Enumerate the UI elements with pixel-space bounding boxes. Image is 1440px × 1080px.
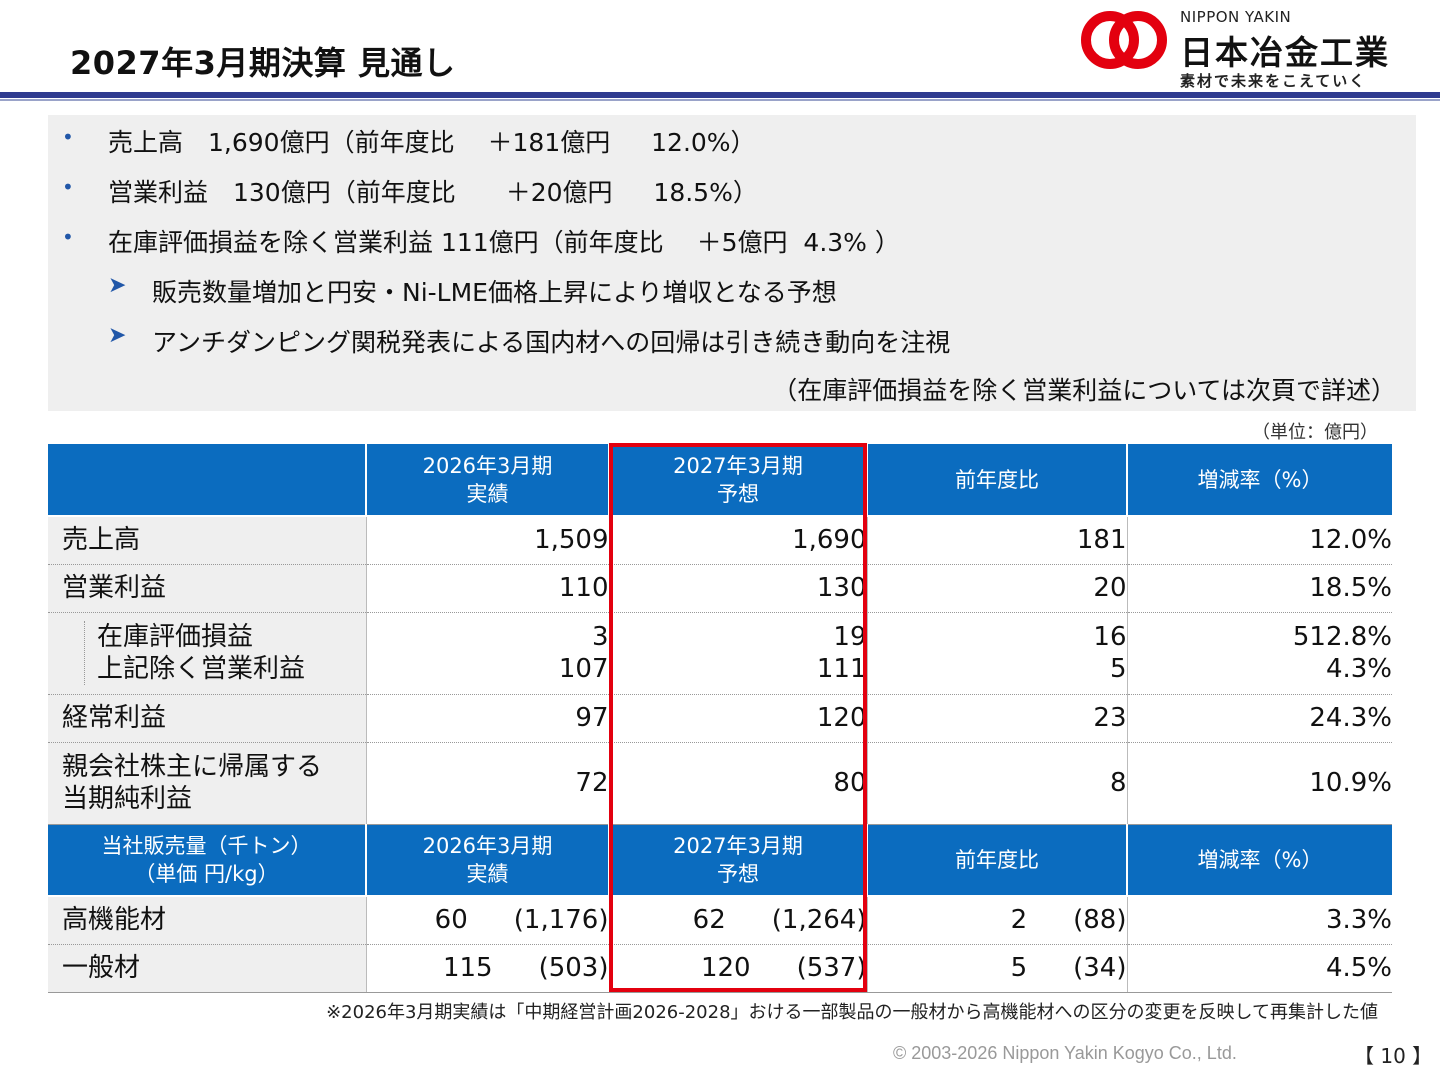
table-header-row: 当社販売量（千トン） （単価 円/kg） 2026年3月期 実績 2027年3月… [48, 824, 1392, 897]
row-label: 在庫評価損益 上記除く営業利益 [48, 612, 367, 695]
summary-bullet: • 売上高 1,690億円（前年度比 ＋181億円 12.0%） [62, 125, 756, 157]
row-label: 売上高 [48, 516, 367, 565]
table-cell: 4.5% [1127, 944, 1392, 993]
page-title: 2027年3月期決算 見通し [70, 44, 456, 82]
table-cell: 8 [867, 742, 1128, 825]
table-cell: 19 111 [609, 612, 868, 695]
table-row: 親会社株主に帰属する 当期純利益 72 80 8 10.9% [48, 742, 1392, 825]
table-cell: 130 [609, 564, 868, 613]
row-label: 一般材 [48, 944, 367, 993]
summary-note: （在庫評価損益を除く営業利益については次頁で詳述） [772, 376, 1396, 405]
header-cell: 2027年3月期 予想 [609, 824, 868, 897]
table-row: 営業利益 110 130 20 18.5% [48, 564, 1392, 613]
logo-mark-icon [1081, 11, 1167, 69]
summary-bullet: • 営業利益 130億円（前年度比 ＋20億円 18.5%） [62, 175, 758, 207]
summary-subpoint: ➤ 販売数量増加と円安・Ni-LME価格上昇により増収となる予想 [108, 273, 837, 307]
copyright: © 2003-2026 Nippon Yakin Kogyo Co., Ltd. [893, 1043, 1237, 1063]
table-cell: 110 [366, 564, 610, 613]
table-cell: 16 5 [867, 612, 1128, 695]
table-cell: 80 [609, 742, 868, 825]
table-cell: 3.3% [1127, 896, 1392, 945]
table-cell: 5 (34) [867, 944, 1128, 993]
table-cell: 72 [366, 742, 610, 825]
table-cell: 512.8% 4.3% [1127, 612, 1392, 695]
table-row: 高機能材 60 (1,176) 62 (1,264) 2 (88) 3.3% [48, 896, 1392, 945]
header-cell: 前年度比 [867, 444, 1128, 517]
table-cell: 10.9% [1127, 742, 1392, 825]
table-cell: 12.0% [1127, 516, 1392, 565]
table-cell: 1,509 [366, 516, 610, 565]
bullet-dot-icon: • [62, 225, 74, 249]
financial-table: 2026年3月期 実績 2027年3月期 予想 前年度比 増減率（%） 売上高 … [48, 444, 1392, 993]
table-cell: 18.5% [1127, 564, 1392, 613]
footnote: ※2026年3月期実績は「中期経営計画2026-2028」おける一部製品の一般材… [326, 1002, 1378, 1023]
header-cell: 2026年3月期 実績 [366, 824, 610, 897]
header-cell: 当社販売量（千トン） （単価 円/kg） [48, 824, 367, 897]
table-row: 売上高 1,509 1,690 181 12.0% [48, 516, 1392, 565]
table-cell: 20 [867, 564, 1128, 613]
arrow-right-icon: ➤ [108, 273, 127, 298]
header-cell [48, 444, 367, 517]
table-row: 一般材 115 (503) 120 (537) 5 (34) 4.5% [48, 944, 1392, 993]
row-label: 高機能材 [48, 896, 367, 945]
table-cell: 2 (88) [867, 896, 1128, 945]
table-cell: 1,690 [609, 516, 868, 565]
table-cell: 3 107 [366, 612, 610, 695]
bullet-dot-icon: • [62, 175, 74, 199]
table-cell: 120 (537) [609, 944, 868, 993]
bullet-dot-icon: • [62, 125, 74, 149]
logo-tagline: 素材で未来をこえていく [1180, 72, 1367, 90]
company-logo: NIPPON YAKIN 日本冶金工業 素材で未来をこえていく [1080, 6, 1430, 90]
table-row: 在庫評価損益 上記除く営業利益 3 107 19 111 16 5 512.8% 4.3… [48, 612, 1392, 695]
header-cell: 増減率（%） [1127, 444, 1392, 517]
table-cell: 23 [867, 694, 1128, 743]
table-cell: 181 [867, 516, 1128, 565]
logo-japanese-name: 日本冶金工業 [1180, 33, 1390, 72]
unit-label: （単位：億円） [1252, 422, 1378, 443]
table-row: 経常利益 97 120 23 24.3% [48, 694, 1392, 743]
header-cell: 前年度比 [867, 824, 1128, 897]
table-cell: 115 (503) [366, 944, 610, 993]
header-cell: 2027年3月期 予想 [609, 444, 868, 517]
arrow-right-icon: ➤ [108, 323, 127, 348]
row-label: 親会社株主に帰属する 当期純利益 [48, 742, 367, 825]
indented-label: 在庫評価損益 上記除く営業利益 [84, 621, 366, 685]
table-cell: 60 (1,176) [366, 896, 610, 945]
table-header-row: 2026年3月期 実績 2027年3月期 予想 前年度比 増減率（%） [48, 444, 1392, 517]
summary-box: • 売上高 1,690億円（前年度比 ＋181億円 12.0%） • 営業利益 13… [48, 115, 1416, 411]
summary-subpoint: ➤ アンチダンピング関税発表による国内材への回帰は引き続き動向を注視 [108, 323, 951, 357]
table-cell: 97 [366, 694, 610, 743]
header-cell: 増減率（%） [1127, 824, 1392, 897]
table-cell: 120 [609, 694, 868, 743]
logo-english-name: NIPPON YAKIN [1180, 8, 1292, 26]
table-cell: 24.3% [1127, 694, 1392, 743]
title-rule-thin [0, 99, 1440, 101]
row-label: 営業利益 [48, 564, 367, 613]
header-cell: 2026年3月期 実績 [366, 444, 610, 517]
title-rule [0, 92, 1440, 98]
page-number: 【 10 】 [1354, 1044, 1433, 1068]
table-cell: 62 (1,264) [609, 896, 868, 945]
summary-bullet: • 在庫評価損益を除く営業利益 111億円（前年度比 ＋5億円 4.3% ） [62, 225, 900, 257]
row-label: 経常利益 [48, 694, 367, 743]
